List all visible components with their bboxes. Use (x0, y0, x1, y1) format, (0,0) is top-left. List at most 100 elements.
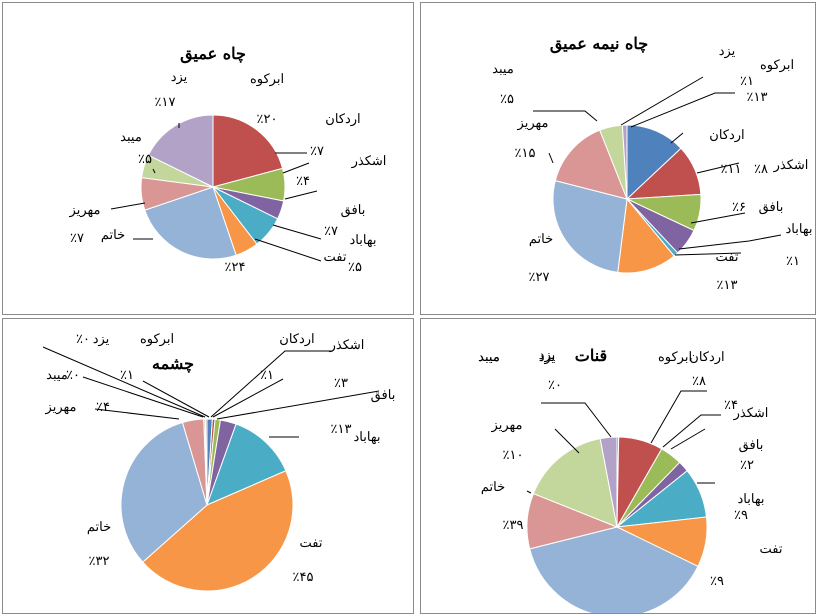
leader-line (696, 162, 740, 174)
value-label: ٪۱ (786, 254, 800, 269)
leader-line (526, 490, 532, 494)
category-label: بهاباد (786, 222, 813, 237)
category-label: اشکذر (773, 158, 809, 173)
category-label: یزد (539, 350, 556, 365)
value-label: ٪۱۳ (331, 422, 352, 437)
leader-line (690, 212, 746, 224)
pie-slice (529, 526, 699, 613)
category-label: اشکذر (351, 154, 387, 169)
leader-line (533, 110, 598, 122)
category-label: یزد (719, 44, 736, 59)
leader-line (670, 428, 706, 450)
category-label: اشکذر (329, 338, 365, 353)
category-label: بافق (759, 200, 784, 215)
category-label: یزد (93, 332, 110, 347)
leader-line (212, 378, 284, 418)
value-label: ٪۱۰ (503, 448, 524, 463)
leader-line (674, 252, 742, 256)
value-label: ٪۹ (710, 574, 724, 589)
leader-line (620, 76, 704, 126)
category-label: خاتم (87, 520, 111, 535)
value-label: ٪۵ (348, 260, 362, 275)
category-label: تفت (300, 536, 323, 551)
category-label: ابرکوه (760, 58, 794, 73)
value-label: ٪۷ (310, 144, 324, 159)
category-label: بهاباد (354, 430, 381, 445)
category-label: ٪۰ (548, 378, 562, 393)
value-label: ٪۳ (334, 376, 348, 391)
leader-line (210, 350, 333, 418)
value-label: ٪۱۵ (515, 146, 536, 161)
pie-slice (147, 114, 214, 188)
pie-slice (532, 438, 618, 528)
category-label: میبد (478, 350, 500, 365)
category-label: بهاباد (350, 233, 377, 248)
category-label: خاتم (529, 232, 553, 247)
leader-line (142, 380, 210, 418)
category-label: اشکذر (733, 406, 769, 421)
value-label: ٪۷ (70, 231, 84, 246)
category-label: تفت (716, 250, 739, 265)
chart-chah-nime-amigh: چاه نیمه عمیق ابرکوه ٪۱۳ اردکان ٪۱۱ اشکذر ٪۸ با… (492, 34, 813, 293)
value-label: ٪۲۴ (225, 260, 246, 275)
panel-chah-nime-amigh: چاه نیمه عمیق ابرکوه ٪۱۳ اردکان ٪۱۱ اشکذر ٪۸ با… (420, 2, 816, 315)
category-label: ابرکوه (250, 72, 284, 87)
leader-line (216, 390, 380, 420)
category-label: بافق (341, 203, 366, 218)
chart-qanat: قنات ابرکوهاردکان٪۸اشکذر٪۴بافق٪۲بهاباد٪۹ت… (478, 346, 783, 613)
category-label: میبد (120, 130, 142, 145)
leader-line (42, 346, 206, 418)
chart-chah-amigh: چاه عمیقاردکان٪۲۰اشکذر٪۷بافق٪۴بهاباد٪۷تف… (69, 44, 387, 275)
value-label: ٪۴ (96, 400, 110, 415)
value-label: ٪۷ (324, 224, 338, 239)
category-label: مهریز (517, 116, 549, 131)
category-label: اردکان (325, 112, 360, 127)
value-label: ٪۰ (66, 368, 80, 383)
pie-slice (144, 186, 237, 260)
value-label: ٪۵ (138, 152, 152, 167)
category-label: تفت (324, 250, 347, 265)
leader-line (678, 234, 782, 250)
pie-slice (212, 114, 284, 188)
category-label: مهریز (69, 203, 101, 218)
leader-line (554, 428, 580, 454)
value-label: ٪۳۹ (503, 518, 524, 533)
pie-slice (552, 179, 628, 273)
category-label: بافق (371, 388, 396, 403)
value-label: ٪۱ (740, 74, 754, 89)
value-label: ٪۱۷ (155, 95, 176, 110)
pie-slice (204, 418, 208, 506)
chart-title: چاه نیمه عمیق (550, 34, 648, 54)
category-label: ابرکوه (658, 350, 692, 365)
value-label: ٪۱۱ (721, 162, 742, 177)
value-label: ٪۲۷ (529, 270, 550, 285)
leader-line (282, 162, 310, 174)
value-label: ٪۰ (76, 332, 90, 347)
pie-slice (142, 470, 294, 592)
leader-line (662, 414, 721, 448)
pie-slice (599, 436, 618, 528)
category-label: خاتم (481, 480, 505, 495)
leader-line (548, 152, 554, 164)
value-label: ٪۴ (296, 174, 310, 189)
category-label: تفت (760, 542, 783, 557)
chart-title: چاه عمیق (180, 44, 246, 64)
category-label: ابرکوه (140, 332, 174, 347)
leader-line (254, 238, 322, 262)
leader-line (94, 408, 180, 420)
pie-slice (554, 129, 628, 200)
value-label: ٪۱ (120, 368, 134, 383)
leader-line (650, 390, 707, 444)
category-label: بافق (739, 438, 764, 453)
value-label: ٪۹ (734, 508, 748, 523)
category-label: یزد (539, 348, 556, 363)
value-label: ٪۸ (754, 162, 768, 177)
chart-cheshme: چشمه ابرکوه ٪۱ اردکان اشکذر ٪۱ بافق ٪۳ بهاباد٪۱۳… (42, 332, 396, 592)
value-label: ٪۲ (740, 458, 754, 473)
category-label: میبد (492, 62, 514, 77)
leader-line (110, 202, 146, 210)
category-label: خاتم (101, 228, 125, 243)
panel-cheshme: چشمه ابرکوه ٪۱ اردکان اشکذر ٪۱ بافق ٪۳ بهاباد ٪۱۳… (2, 318, 414, 614)
category-label: میبد (478, 350, 500, 365)
value-label: ٪۱۳ (747, 90, 768, 105)
